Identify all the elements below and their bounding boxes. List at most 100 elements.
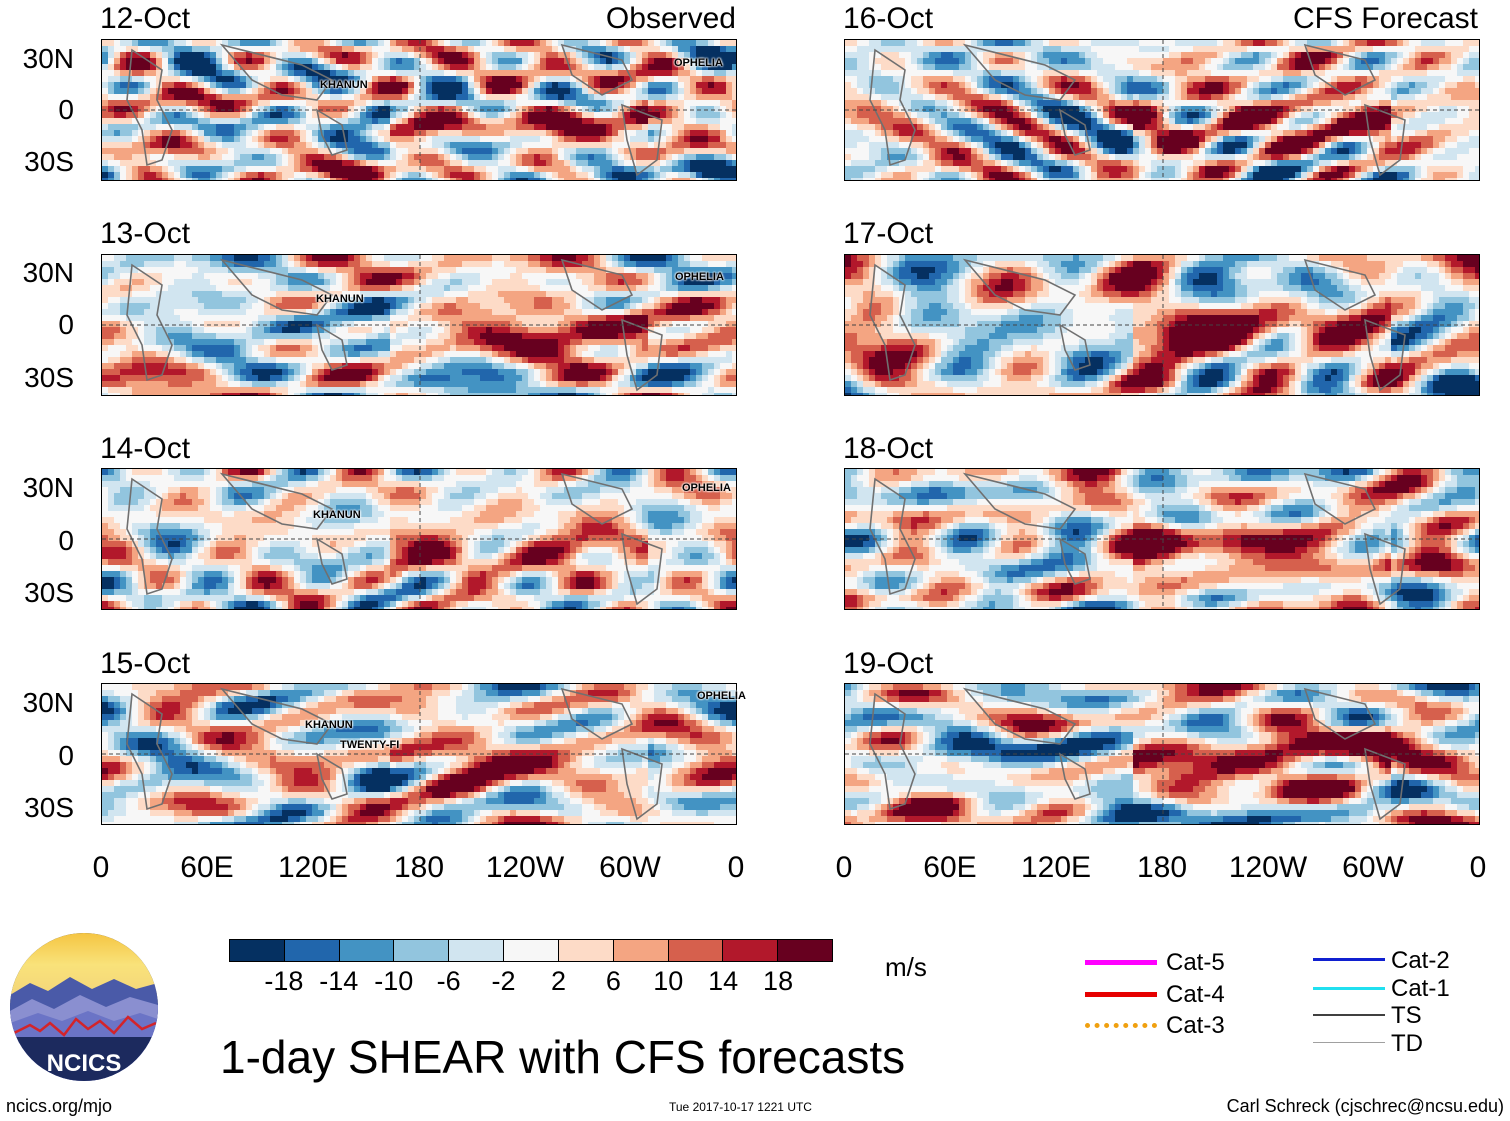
panel-date-19oct: 19-Oct xyxy=(843,649,933,679)
shear-field xyxy=(845,255,1479,395)
colorbar-tick-label: 6 xyxy=(606,966,621,997)
lat-label-30n: 30N xyxy=(4,45,74,73)
colorbar-swatch xyxy=(613,940,669,961)
colorbar-swatch xyxy=(558,940,614,961)
colorbar-swatch xyxy=(504,940,559,961)
colorbar-tick-label: 2 xyxy=(551,966,566,997)
storm-label-twenty-fi: TWENTY-FI xyxy=(340,740,399,751)
map-panel-18oct xyxy=(844,468,1480,610)
map-panel-12oct xyxy=(101,39,737,181)
lon-label: 60W xyxy=(1342,853,1404,883)
colorbar-units: m/s xyxy=(885,952,927,983)
lon-label: 60E xyxy=(923,853,976,883)
lat-label-30s: 30S xyxy=(4,794,74,822)
map-panel-19oct xyxy=(844,683,1480,825)
storm-label-ophelia: OPHELIA xyxy=(697,691,746,702)
shear-field xyxy=(102,40,736,180)
colorbar-tick-label: -2 xyxy=(492,966,516,997)
lat-label-30s: 30S xyxy=(4,364,74,392)
panel-date-12oct: 12-Oct xyxy=(100,4,190,34)
legend-label-ts: TS xyxy=(1391,1004,1422,1028)
colorbar-tick-label: -14 xyxy=(319,966,358,997)
footer-website: ncics.org/mjo xyxy=(6,1096,112,1117)
storm-label-ophelia: OPHELIA xyxy=(675,272,724,283)
legend-line-cat-2 xyxy=(1313,958,1385,962)
lat-label-30n: 30N xyxy=(4,474,74,502)
colorbar-swatch xyxy=(723,940,779,961)
storm-label-ophelia: OPHELIA xyxy=(682,483,731,494)
map-panel-16oct xyxy=(844,39,1480,181)
storm-label-khanun: KHANUN xyxy=(305,720,353,731)
shear-field xyxy=(102,684,736,824)
lon-label: 60E xyxy=(180,853,233,883)
panel-date-14oct: 14-Oct xyxy=(100,434,190,464)
lon-label: 180 xyxy=(394,853,444,883)
storm-label-ophelia: OPHELIA xyxy=(674,58,723,69)
footer-author: Carl Schreck (cjschrec@ncsu.edu) xyxy=(1227,1096,1504,1117)
lon-label: 120E xyxy=(1021,853,1091,883)
lat-label-30n: 30N xyxy=(4,689,74,717)
colorbar-tick-label: -6 xyxy=(437,966,461,997)
lat-label-30s: 30S xyxy=(4,579,74,607)
legend-label-cat-2: Cat-2 xyxy=(1391,949,1450,973)
panel-date-16oct: 16-Oct xyxy=(843,4,933,34)
panel-date-17oct: 17-Oct xyxy=(843,219,933,249)
lon-label: 0 xyxy=(728,853,745,883)
lat-label-30n: 30N xyxy=(4,259,74,287)
legend-line-cat-3 xyxy=(1085,1022,1157,1028)
storm-label-khanun: KHANUN xyxy=(320,80,368,91)
main-title: 1-day SHEAR with CFS forecasts xyxy=(220,1030,905,1084)
legend-line-cat-5 xyxy=(1085,959,1157,965)
observed-label: Observed xyxy=(536,4,736,34)
colorbar-swatch xyxy=(668,940,724,961)
map-panel-13oct xyxy=(101,254,737,396)
legend-label-td: TD xyxy=(1391,1032,1423,1056)
lon-label: 60W xyxy=(599,853,661,883)
shear-field xyxy=(845,684,1479,824)
panel-date-18oct: 18-Oct xyxy=(843,434,933,464)
colorbar-swatch xyxy=(394,940,450,961)
lat-label-30s: 30S xyxy=(4,148,74,176)
lon-label: 120W xyxy=(486,853,564,883)
shear-field xyxy=(102,469,736,609)
lon-label: 0 xyxy=(836,853,853,883)
storm-label-khanun: KHANUN xyxy=(313,510,361,521)
colorbar-tick-label: -10 xyxy=(374,966,413,997)
colorbar-swatch xyxy=(449,940,505,961)
lat-label-eq: 0 xyxy=(4,742,74,770)
colorbar-tick-label: -18 xyxy=(264,966,303,997)
lon-label: 0 xyxy=(1470,853,1487,883)
panel-date-15oct: 15-Oct xyxy=(100,649,190,679)
colorbar-swatch xyxy=(339,940,395,961)
lat-label-eq: 0 xyxy=(4,96,74,124)
map-panel-15oct xyxy=(101,683,737,825)
legend-label-cat-4: Cat-4 xyxy=(1166,983,1225,1007)
lon-label: 180 xyxy=(1137,853,1187,883)
colorbar-tick-label: 14 xyxy=(708,966,738,997)
colorbar-swatch xyxy=(778,940,832,961)
legend-label-cat-1: Cat-1 xyxy=(1391,977,1450,1001)
colorbar-swatch xyxy=(284,940,340,961)
lat-label-eq: 0 xyxy=(4,311,74,339)
legend-label-cat-3: Cat-3 xyxy=(1166,1014,1225,1038)
legend-line-td xyxy=(1313,1042,1385,1044)
footer-timestamp: Tue 2017-10-17 1221 UTC xyxy=(669,1100,812,1114)
colorbar xyxy=(229,939,833,962)
panel-date-13oct: 13-Oct xyxy=(100,219,190,249)
colorbar-swatch xyxy=(230,940,285,961)
ncics-logo: NCICS xyxy=(10,933,158,1081)
shear-field xyxy=(102,255,736,395)
shear-field xyxy=(845,40,1479,180)
lon-label: 120E xyxy=(278,853,348,883)
lat-label-eq: 0 xyxy=(4,527,74,555)
colorbar-tick-label: 18 xyxy=(763,966,793,997)
ncics-logo-text: NCICS xyxy=(47,1050,122,1077)
colorbar-tick-label: 10 xyxy=(653,966,683,997)
cfs-forecast-label: CFS Forecast xyxy=(1180,4,1478,34)
shear-field xyxy=(845,469,1479,609)
lon-label: 120W xyxy=(1229,853,1307,883)
legend-line-ts xyxy=(1313,1014,1385,1016)
legend-label-cat-5: Cat-5 xyxy=(1166,951,1225,975)
lon-label: 0 xyxy=(93,853,110,883)
legend-line-cat-4 xyxy=(1085,991,1157,997)
